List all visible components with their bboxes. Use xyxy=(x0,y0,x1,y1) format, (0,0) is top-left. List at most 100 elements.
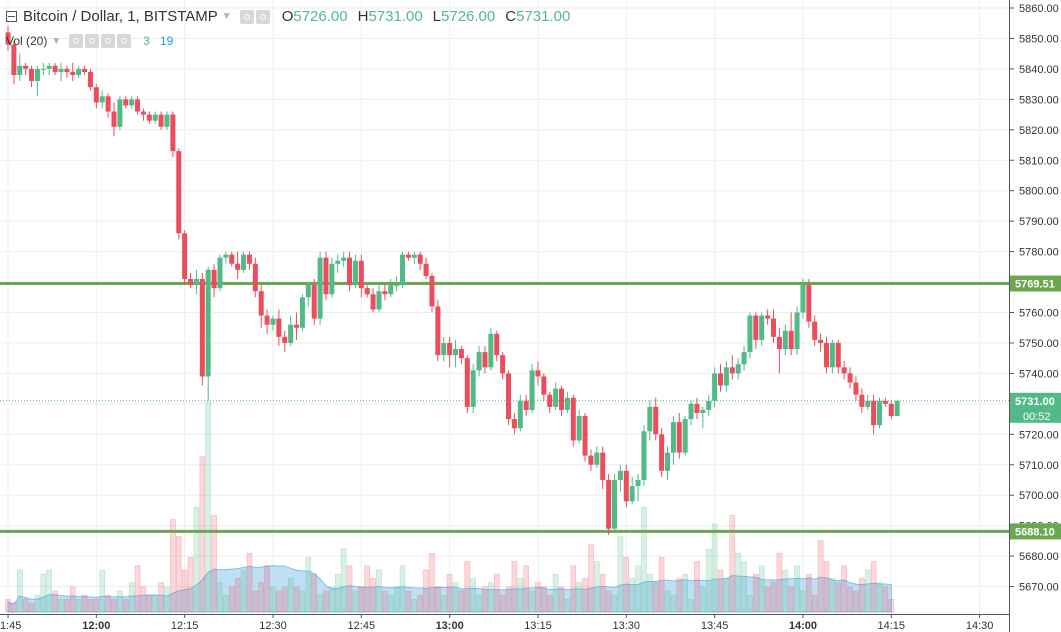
volume-bar xyxy=(270,586,276,613)
candle-body xyxy=(841,367,847,374)
volume-bar xyxy=(876,582,883,613)
candle-body xyxy=(193,279,199,286)
candle xyxy=(223,251,229,264)
candle-body xyxy=(40,68,46,70)
candle-body xyxy=(494,333,500,356)
candle xyxy=(135,96,141,115)
volume-bar xyxy=(517,578,524,613)
candle-body xyxy=(341,257,347,261)
candle-body xyxy=(352,260,358,286)
visibility-icon[interactable] xyxy=(239,9,254,24)
volume-bar xyxy=(535,582,541,613)
candle xyxy=(229,251,235,267)
volume-bar xyxy=(435,586,441,613)
candle xyxy=(511,412,517,435)
candle xyxy=(158,111,164,130)
y-tick-label: 5800.00 xyxy=(1019,186,1059,198)
collapse-icon[interactable] xyxy=(6,11,17,22)
volume-bar xyxy=(617,536,624,613)
candle-body xyxy=(5,32,11,45)
candle-body xyxy=(93,87,99,103)
volume-bar xyxy=(758,565,765,613)
candle xyxy=(376,285,382,313)
candle-body xyxy=(288,324,294,343)
candle xyxy=(23,62,29,75)
candle xyxy=(865,394,871,410)
volume-bar xyxy=(488,582,494,613)
candle xyxy=(370,288,376,313)
volume-chevron-down-icon[interactable]: ▼ xyxy=(51,35,62,47)
candle-body xyxy=(358,260,364,289)
volume-bar xyxy=(588,544,594,613)
volume-bar xyxy=(46,569,53,613)
settings-icon[interactable] xyxy=(255,9,270,24)
candle-body xyxy=(164,114,170,127)
candle-body xyxy=(847,373,853,383)
candle xyxy=(470,364,476,413)
current-price-label: 5731.00 xyxy=(1015,396,1055,408)
candle-body xyxy=(246,254,252,264)
candle-body xyxy=(753,315,759,340)
candle-body xyxy=(482,352,488,368)
chevron-down-icon[interactable]: ▼ xyxy=(221,11,232,22)
volume-settings-icon[interactable] xyxy=(85,34,100,48)
volume-bar xyxy=(16,569,23,613)
volume-bar xyxy=(40,573,47,613)
candle-body xyxy=(382,291,388,295)
candle-body xyxy=(435,306,441,356)
candle xyxy=(193,269,199,295)
candle xyxy=(682,416,688,456)
volume-bar xyxy=(111,599,117,613)
candle xyxy=(335,254,341,273)
candle-body xyxy=(623,470,629,502)
volume-visibility-icon[interactable] xyxy=(69,34,84,48)
candle-body xyxy=(506,373,512,420)
volume-bar xyxy=(258,582,265,613)
volume-bar xyxy=(393,586,400,613)
candle-body xyxy=(335,260,341,264)
candle-body xyxy=(606,479,612,529)
volume-more-icon[interactable] xyxy=(117,34,132,48)
candle xyxy=(111,102,117,136)
candle xyxy=(588,449,594,471)
y-tick-label: 5720.00 xyxy=(1019,429,1059,441)
candle-body xyxy=(794,312,800,350)
candle xyxy=(835,339,841,374)
symbol-title[interactable]: Bitcoin / Dollar, 1, BITSTAMP xyxy=(23,8,218,25)
volume-bar xyxy=(764,586,771,613)
candle-body xyxy=(559,388,565,410)
candle-body xyxy=(188,279,194,286)
volume-add-icon[interactable] xyxy=(101,34,116,48)
candle xyxy=(46,62,52,75)
volume-bar xyxy=(382,590,388,613)
candle xyxy=(435,300,441,362)
candle xyxy=(570,394,576,447)
volume-value: 3 xyxy=(143,34,150,48)
volume-bar xyxy=(582,578,588,613)
candle-body xyxy=(888,403,894,417)
candle-body xyxy=(252,263,258,292)
y-tick-label: 5810.00 xyxy=(1019,155,1059,167)
candle-body xyxy=(588,455,594,465)
candle xyxy=(311,279,317,325)
volume-bar xyxy=(423,569,429,613)
candle xyxy=(34,65,40,97)
x-tick-label: 13:30 xyxy=(613,620,641,632)
candle-body xyxy=(882,400,888,404)
candle xyxy=(252,257,258,298)
candle-body xyxy=(741,352,747,365)
candle-body xyxy=(87,71,93,88)
volume-label[interactable]: Vol (20) xyxy=(6,34,48,48)
candle xyxy=(771,309,777,343)
candle xyxy=(52,62,58,75)
candle-body xyxy=(735,364,741,374)
volume-bar xyxy=(594,561,600,613)
volume-bar xyxy=(794,565,800,613)
candle xyxy=(82,65,88,75)
volume-bar xyxy=(323,590,329,613)
candle xyxy=(358,254,364,298)
volume-bar xyxy=(847,586,853,613)
level-label-bg xyxy=(1010,275,1061,292)
candle xyxy=(523,394,529,417)
